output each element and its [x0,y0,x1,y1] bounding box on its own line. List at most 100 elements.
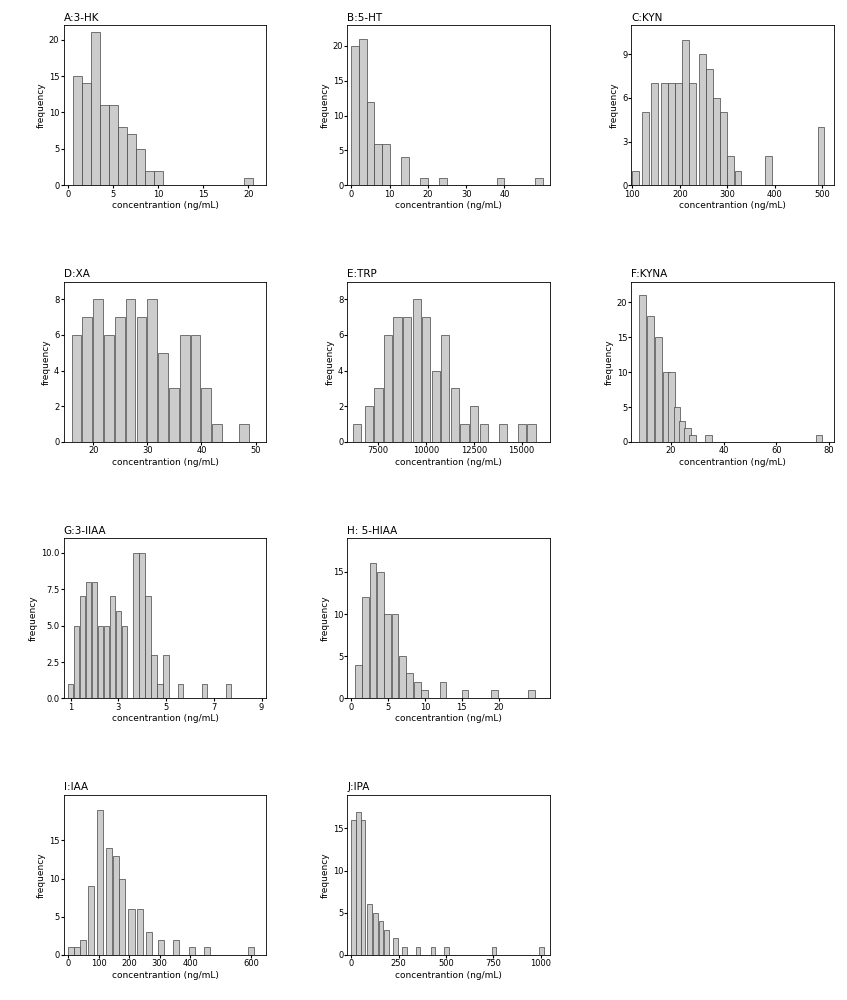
Bar [368,904,372,955]
Bar [684,428,691,442]
Bar [639,295,646,442]
Bar [675,83,682,185]
Bar [361,820,365,955]
Bar [80,940,86,955]
X-axis label: concentrantion (ng/mL): concentrantion (ng/mL) [112,714,219,723]
Bar [374,144,382,185]
Text: I:IAA: I:IAA [64,782,87,792]
Bar [374,388,383,442]
Bar [539,947,544,955]
Bar [441,335,450,442]
Bar [491,947,496,955]
Bar [816,435,822,442]
Bar [377,572,384,698]
Bar [115,317,125,442]
Bar [421,690,428,698]
Bar [189,947,195,955]
Bar [462,690,468,698]
Bar [86,582,91,698]
Bar [134,553,139,698]
Y-axis label: frequency: frequency [610,82,619,128]
Bar [80,596,85,698]
Bar [393,938,397,955]
X-axis label: concentrantion (ng/mL): concentrantion (ng/mL) [112,458,219,467]
Bar [119,879,125,955]
Bar [248,947,254,955]
X-axis label: concentrantion (ng/mL): concentrantion (ng/mL) [112,201,219,210]
Bar [121,626,127,698]
Bar [82,317,92,442]
Bar [136,149,145,185]
Bar [73,76,81,185]
Bar [518,424,526,442]
Bar [420,178,428,185]
Bar [115,611,121,698]
Y-axis label: frequency: frequency [321,852,330,898]
Bar [661,83,667,185]
Bar [97,626,102,698]
Bar [535,178,543,185]
Y-axis label: frequency: frequency [37,852,46,898]
Bar [118,127,127,185]
Bar [407,673,413,698]
Bar [720,112,727,185]
Bar [174,940,180,955]
X-axis label: concentrantion (ng/mL): concentrantion (ng/mL) [396,201,502,210]
Bar [81,83,91,185]
Bar [158,940,164,955]
Bar [140,553,145,698]
Bar [431,947,435,955]
Bar [647,316,654,442]
X-axis label: concentrantion (ng/mL): concentrantion (ng/mL) [396,714,502,723]
Bar [74,626,79,698]
Bar [68,684,73,698]
Bar [689,83,696,185]
X-axis label: concentrantion (ng/mL): concentrantion (ng/mL) [112,971,219,980]
Bar [91,32,100,185]
Bar [399,656,406,698]
Bar [766,156,772,185]
Bar [699,54,706,185]
X-axis label: concentrantion (ng/mL): concentrantion (ng/mL) [679,458,786,467]
Bar [422,317,430,442]
Bar [136,317,147,442]
Bar [365,406,373,442]
Text: G:3-IIAA: G:3-IIAA [64,526,106,536]
Bar [402,947,407,955]
Bar [97,810,103,955]
Bar [108,105,118,185]
Bar [706,69,712,185]
Bar [213,424,222,442]
Text: H: 5-HIAA: H: 5-HIAA [347,526,398,536]
Bar [158,684,163,698]
Bar [392,614,398,698]
Bar [75,947,80,955]
Bar [353,424,362,442]
Y-axis label: frequency: frequency [29,595,38,641]
Bar [127,134,136,185]
Bar [356,812,361,955]
Y-axis label: frequency: frequency [326,339,335,385]
Bar [451,388,459,442]
Bar [152,655,157,698]
Text: B:5-HT: B:5-HT [347,13,383,23]
Bar [136,909,143,955]
Bar [470,406,479,442]
Bar [412,299,421,442]
Bar [633,171,639,185]
Bar [363,597,369,698]
Text: C:KYN: C:KYN [632,13,663,23]
Bar [444,947,449,955]
Bar [713,98,720,185]
X-axis label: concentrantion (ng/mL): concentrantion (ng/mL) [396,458,502,467]
Bar [479,424,488,442]
Bar [382,144,390,185]
Bar [401,157,409,185]
Bar [728,156,734,185]
Bar [204,947,210,955]
Bar [651,83,658,185]
Bar [163,655,169,698]
Bar [244,178,253,185]
Text: A:3-HK: A:3-HK [64,13,99,23]
Bar [529,690,534,698]
